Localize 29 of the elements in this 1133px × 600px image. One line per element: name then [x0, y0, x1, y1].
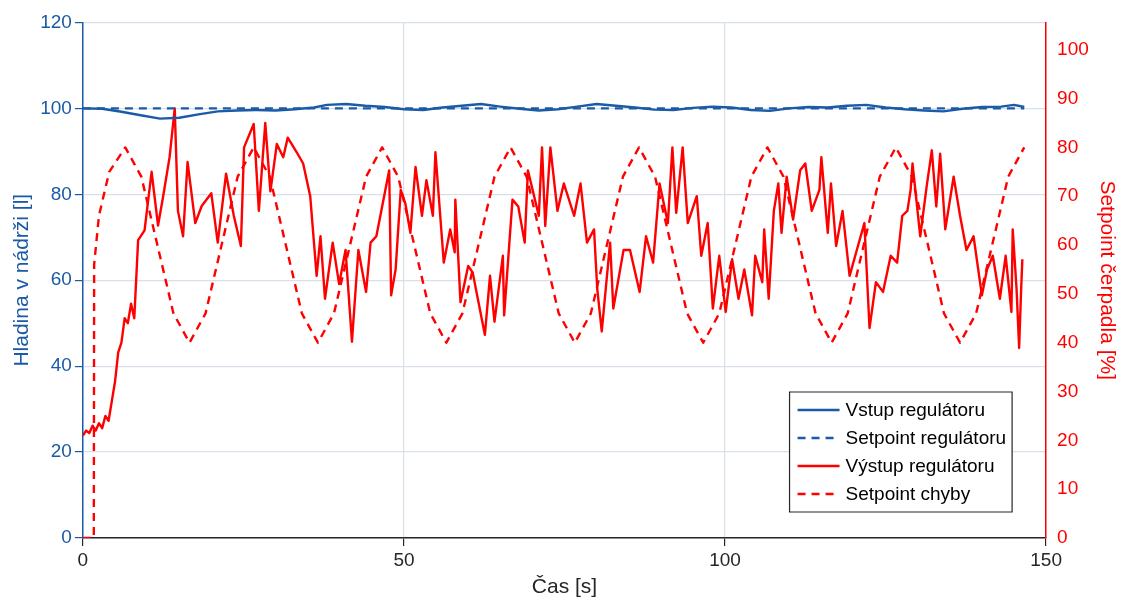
- y-tick-label: 20: [50, 440, 72, 462]
- y2-axis-title: Setpoint čerpadla [%]: [1096, 180, 1120, 381]
- y2-tick-label: 10: [1057, 477, 1079, 499]
- x-tick-label: 100: [709, 548, 741, 570]
- x-axis-title: Čas [s]: [531, 574, 598, 598]
- y2-tick-label: 0: [1057, 526, 1068, 548]
- legend-label: Vstup regulátoru: [845, 399, 985, 421]
- x-tick-label: 50: [393, 548, 415, 570]
- y2-tick-label: 100: [1057, 37, 1089, 59]
- y2-tick-label: 60: [1057, 233, 1079, 255]
- x-tick-label: 150: [1030, 548, 1062, 570]
- x-tick-label: 0: [77, 548, 89, 570]
- y2-tick-label: 30: [1057, 379, 1079, 401]
- y-tick-label: 40: [50, 354, 72, 376]
- y2-tick-label: 80: [1057, 135, 1079, 157]
- legend-label: Setpoint chyby: [845, 483, 971, 505]
- y-tick-label: 120: [40, 10, 72, 32]
- y-tick-label: 0: [61, 526, 72, 548]
- y-axis-title: Hladina v nádrži [l]: [9, 193, 33, 367]
- y2-tick-label: 90: [1057, 86, 1079, 108]
- legend-label: Setpoint regulátoru: [845, 427, 1007, 449]
- y2-tick-label: 70: [1057, 184, 1079, 206]
- y2-tick-label: 40: [1057, 330, 1079, 352]
- y-tick-label: 80: [50, 182, 72, 204]
- y-tick-label: 100: [40, 96, 72, 118]
- y2-tick-label: 50: [1057, 282, 1079, 304]
- y-tick-label: 60: [50, 268, 72, 290]
- y2-tick-label: 20: [1057, 428, 1079, 450]
- legend-label: Výstup regulátoru: [845, 455, 995, 477]
